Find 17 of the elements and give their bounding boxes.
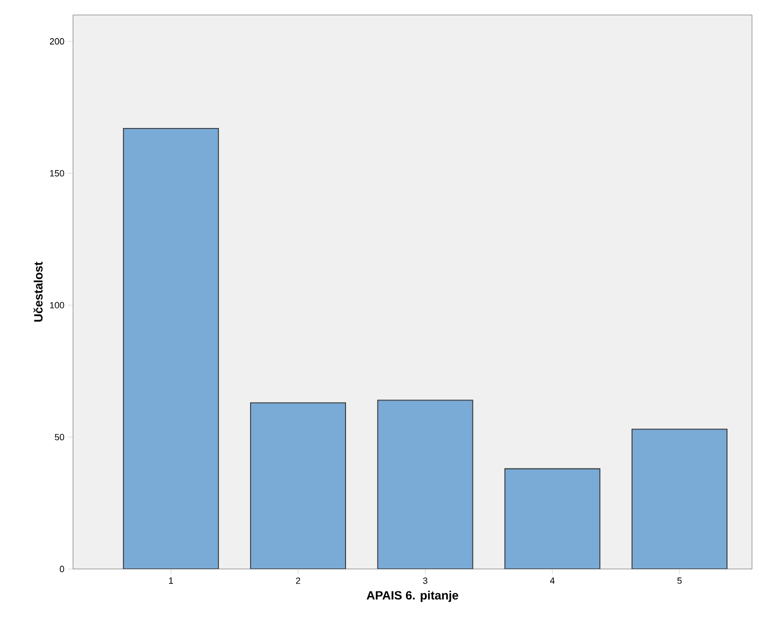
y-tick-label: 50 (54, 434, 64, 440)
x-tick-label: 4 (550, 578, 555, 584)
bar (122, 128, 219, 569)
y-tick-label: 200 (50, 38, 64, 45)
y-axis-title: Učestalost (34, 262, 43, 322)
bar (377, 400, 474, 569)
x-axis-title: APAIS 6. pitanje (366, 590, 458, 602)
y-tick-label: 100 (50, 302, 64, 308)
bar (250, 402, 346, 569)
bar (632, 428, 728, 569)
x-tick-label: 1 (169, 578, 173, 584)
bar (504, 468, 600, 569)
x-tick-label: 3 (423, 578, 428, 584)
x-tick-label: 2 (296, 578, 300, 584)
y-tick-label: 0 (60, 566, 64, 572)
y-tick-label: 150 (50, 170, 64, 176)
x-tick-label: 5 (677, 578, 682, 584)
